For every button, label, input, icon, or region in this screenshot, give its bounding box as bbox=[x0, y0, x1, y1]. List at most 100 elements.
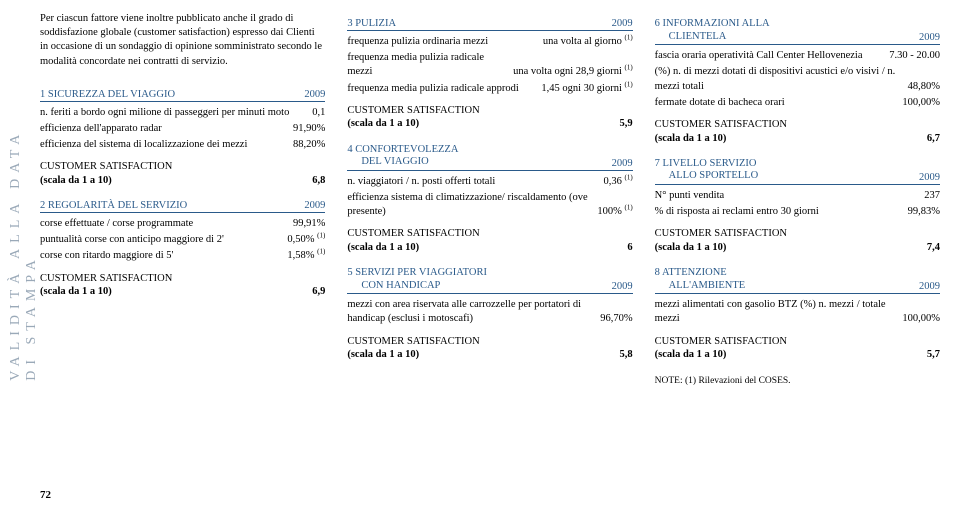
s2-row3: corse con ritardo maggiore di 5' 1,58% (… bbox=[40, 249, 325, 263]
section-1-head: 1 SICUREZZA DEL VIAGGIO 2009 bbox=[40, 89, 325, 102]
s4-r2-val: 100% (1) bbox=[597, 205, 632, 219]
s6-cs-label: (scala da 1 a 10) bbox=[655, 132, 727, 146]
section-2-year: 2009 bbox=[304, 200, 325, 211]
column-3: 6 INFORMAZIONI ALLA CLIENTELA 2009 fasci… bbox=[655, 12, 940, 495]
page-number: 72 bbox=[40, 489, 51, 501]
s1-row3: efficienza del sistema di localizzazione… bbox=[40, 138, 325, 152]
section-2-title: 2 REGOLARITÀ DEL SERVIZIO bbox=[40, 200, 187, 211]
s6-r3-label: fermate dotate di bacheca orari bbox=[655, 96, 903, 110]
s2-r1-label: corse effettuate / corse programmate bbox=[40, 217, 293, 231]
section-3-head: 3 PULIZIA 2009 bbox=[347, 18, 632, 31]
s3-r3-val-text: 1,45 ogni 30 giorni bbox=[541, 83, 622, 94]
s5-cs-label: (scala da 1 a 10) bbox=[347, 348, 419, 362]
s2-r3-val-text: 1,58% bbox=[287, 250, 314, 261]
s8-cs-val: 5,7 bbox=[927, 348, 940, 362]
s4-cs-row: (scala da 1 a 10) 6 bbox=[347, 241, 632, 255]
footnote: NOTE: (1) Rilevazioni del COSES. bbox=[655, 376, 940, 386]
section-2-head: 2 REGOLARITÀ DEL SERVIZIO 2009 bbox=[40, 200, 325, 213]
s2-cs-label: (scala da 1 a 10) bbox=[40, 285, 112, 299]
s1-cs-head: CUSTOMER SATISFACTION bbox=[40, 160, 325, 174]
s1-r2-label: efficienza dell'apparato radar bbox=[40, 122, 293, 136]
s7-cs-label: (scala da 1 a 10) bbox=[655, 241, 727, 255]
s4-row1: n. viaggiatori / n. posti offerti totali… bbox=[347, 175, 632, 189]
section-5-title-2: CON HANDICAP bbox=[347, 280, 487, 293]
s3-r1-val-text: una volta al giorno bbox=[543, 36, 622, 47]
s4-row2: efficienza sistema di climatizzazione/ r… bbox=[347, 191, 632, 219]
s7-cs-head: CUSTOMER SATISFACTION bbox=[655, 227, 940, 241]
s1-row1: n. feriti a bordo ogni milione di passeg… bbox=[40, 106, 325, 120]
s7-r1-label: N° punti vendita bbox=[655, 189, 925, 203]
s8-cs-label: (scala da 1 a 10) bbox=[655, 348, 727, 362]
s2-row2: puntualità corse con anticipo maggiore d… bbox=[40, 233, 325, 247]
s5-r1-val: 96,70% bbox=[600, 312, 632, 326]
s7-cs-val: 7,4 bbox=[927, 241, 940, 255]
s2-cs-row: (scala da 1 a 10) 6,9 bbox=[40, 285, 325, 299]
section-4-title-2: DEL VIAGGIO bbox=[347, 156, 458, 169]
s6-r3-val: 100,00% bbox=[902, 96, 940, 110]
section-5-year: 2009 bbox=[612, 281, 633, 292]
s6-cs-row: (scala da 1 a 10) 6,7 bbox=[655, 132, 940, 146]
s6-r1-val: 7.30 - 20.00 bbox=[889, 49, 940, 63]
section-8-year: 2009 bbox=[919, 281, 940, 292]
s4-r1-val: 0,36 (1) bbox=[603, 175, 632, 189]
s2-r2-val: 0,50% (1) bbox=[287, 233, 325, 247]
section-6-head: 6 INFORMAZIONI ALLA CLIENTELA 2009 bbox=[655, 18, 940, 45]
section-4-title-1: 4 CONFORTEVOLEZZA bbox=[347, 144, 458, 157]
s5-r1-label: mezzi con area riservata alle carrozzell… bbox=[347, 298, 600, 326]
s4-r2-val-text: 100% bbox=[597, 206, 622, 217]
section-8-title-1: 8 ATTENZIONE bbox=[655, 267, 746, 280]
section-4-head: 4 CONFORTEVOLEZZA DEL VIAGGIO 2009 bbox=[347, 144, 632, 171]
section-1-title: 1 SICUREZZA DEL VIAGGIO bbox=[40, 89, 175, 100]
s4-r2-label: efficienza sistema di climatizzazione/ r… bbox=[347, 191, 597, 219]
s6-cs-val: 6,7 bbox=[927, 132, 940, 146]
s3-r3-val: 1,45 ogni 30 giorni (1) bbox=[541, 82, 632, 96]
s3-cs-label: (scala da 1 a 10) bbox=[347, 117, 419, 131]
s1-r3-val: 88,20% bbox=[293, 138, 325, 152]
s2-r3-sup: (1) bbox=[317, 248, 325, 256]
s8-cs-head: CUSTOMER SATISFACTION bbox=[655, 335, 940, 349]
s8-cs-row: (scala da 1 a 10) 5,7 bbox=[655, 348, 940, 362]
section-7-year: 2009 bbox=[919, 172, 940, 183]
s6-row1: fascia oraria operatività Call Center He… bbox=[655, 49, 940, 63]
s3-r2-val-text: una volta ogni 28,9 giorni bbox=[513, 66, 622, 77]
s6-cs-head: CUSTOMER SATISFACTION bbox=[655, 118, 940, 132]
section-8-title-2: ALL'AMBIENTE bbox=[655, 280, 746, 293]
section-6-title-2: CLIENTELA bbox=[655, 31, 770, 44]
s7-row1: N° punti vendita 237 bbox=[655, 189, 940, 203]
s7-r2-label: % di risposta ai reclami entro 30 giorni bbox=[655, 205, 908, 219]
s4-cs-head: CUSTOMER SATISFACTION bbox=[347, 227, 632, 241]
sidebar-vertical-label: VALIDITÀ ALLA DATA DI STAMPA bbox=[8, 127, 40, 381]
intro-paragraph: Per ciascun fattore viene inoltre pubbli… bbox=[40, 12, 325, 69]
section-6-title-1: 6 INFORMAZIONI ALLA bbox=[655, 18, 770, 31]
s5-cs-val: 5,8 bbox=[620, 348, 633, 362]
section-1-year: 2009 bbox=[304, 89, 325, 100]
s6-r1-label: fascia oraria operatività Call Center He… bbox=[655, 49, 890, 63]
s2-r2-val-text: 0,50% bbox=[287, 234, 314, 245]
s3-row3: frequenza media pulizia radicale approdi… bbox=[347, 82, 632, 96]
s2-r3-val: 1,58% (1) bbox=[287, 249, 325, 263]
s3-r2-label: frequenza media pulizia radicale mezzi bbox=[347, 51, 513, 79]
s3-cs-row: (scala da 1 a 10) 5,9 bbox=[347, 117, 632, 131]
section-5-head: 5 SERVIZI PER VIAGGIATORI CON HANDICAP 2… bbox=[347, 267, 632, 294]
section-7-title-2: ALLO SPORTELLO bbox=[655, 170, 759, 183]
content-columns: Per ciascun fattore viene inoltre pubbli… bbox=[40, 12, 940, 495]
s3-r3-sup: (1) bbox=[624, 80, 632, 88]
s2-row1: corse effettuate / corse programmate 99,… bbox=[40, 217, 325, 231]
s1-cs-row: (scala da 1 a 10) 6,8 bbox=[40, 174, 325, 188]
s2-r1-val: 99,91% bbox=[293, 217, 325, 231]
s8-row1: mezzi alimentati con gasolio BTZ (%) n. … bbox=[655, 298, 940, 326]
s2-cs-val: 6,9 bbox=[312, 285, 325, 299]
s7-row2: % di risposta ai reclami entro 30 giorni… bbox=[655, 205, 940, 219]
s1-r2-val: 91,90% bbox=[293, 122, 325, 136]
s4-cs-label: (scala da 1 a 10) bbox=[347, 241, 419, 255]
s2-cs-head: CUSTOMER SATISFACTION bbox=[40, 272, 325, 286]
section-8-head: 8 ATTENZIONE ALL'AMBIENTE 2009 bbox=[655, 267, 940, 294]
section-4-year: 2009 bbox=[612, 158, 633, 169]
section-5-title-1: 5 SERVIZI PER VIAGGIATORI bbox=[347, 267, 487, 280]
s6-r2-val: 48,80% bbox=[908, 80, 940, 94]
section-7-head: 7 LIVELLO SERVIZIO ALLO SPORTELLO 2009 bbox=[655, 158, 940, 185]
s3-r1-val: una volta al giorno (1) bbox=[543, 35, 633, 49]
s3-r1-label: frequenza pulizia ordinaria mezzi bbox=[347, 35, 543, 49]
section-7-title-1: 7 LIVELLO SERVIZIO bbox=[655, 158, 759, 171]
s2-r3-label: corse con ritardo maggiore di 5' bbox=[40, 249, 287, 263]
